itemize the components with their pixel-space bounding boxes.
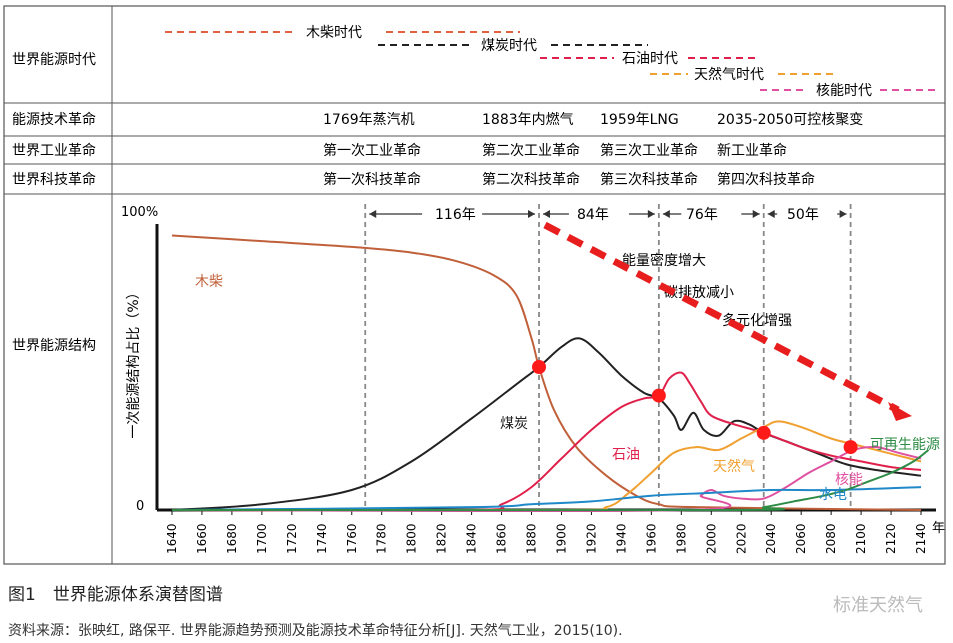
era-label-wood: 木柴时代 (306, 25, 362, 41)
arrowhead-left (369, 210, 377, 218)
tech-item-3: 1959年LNG (600, 112, 679, 128)
row-header-industry: 世界工业革命 (12, 142, 96, 159)
revolution-rows: 1769年蒸汽机 1883年内燃气 1959年LNG 2035-2050可控核聚… (323, 111, 863, 188)
row-header-eras: 世界能源时代 (12, 52, 96, 68)
series-label: 石油 (612, 447, 640, 463)
series-label: 天然气 (713, 458, 755, 475)
source-citation: 资料来源：张映红, 路保平. 世界能源趋势预测及能源技术革命特征分析[J]. 天… (8, 623, 623, 639)
x-tick-label: 1820 (435, 523, 449, 554)
series-line-水电 (171, 486, 922, 511)
arrowhead-right (647, 210, 655, 218)
science-item-4: 第四次科技革命 (717, 171, 815, 188)
tech-item-2: 1883年内燃气 (482, 111, 574, 128)
x-tick-label: 1880 (525, 523, 539, 554)
era-label-oil: 石油时代 (622, 51, 678, 67)
x-tick-label: 1940 (614, 523, 628, 554)
y-axis-label: 一次能源结构占比（%） (126, 285, 142, 438)
series-label: 煤炭 (500, 416, 528, 432)
tech-item-1: 1769年蒸汽机 (323, 112, 415, 128)
series-label: 水电 (819, 487, 847, 503)
x-tick-label: 1660 (195, 523, 209, 554)
x-tick-label: 2020 (734, 523, 748, 554)
interval-label-1: 116年 (435, 207, 476, 223)
x-tick-label: 1980 (674, 523, 688, 554)
x-tick-label: 1740 (315, 523, 329, 554)
table-border (3, 5, 946, 565)
science-item-2: 第二次科技革命 (482, 171, 580, 188)
era-label-gas: 天然气时代 (694, 66, 764, 83)
x-tick-label: 2040 (764, 523, 778, 554)
x-tick-label: 1960 (644, 523, 658, 554)
series-line-天然气 (171, 420, 922, 512)
arrowhead-left (662, 210, 670, 218)
arrowhead-right (752, 210, 760, 218)
x-tick-label: 2120 (884, 523, 898, 554)
x-tick-label: 1900 (554, 523, 568, 554)
y-tick-top: 100% (121, 205, 158, 220)
interval-label-4: 50年 (787, 207, 819, 223)
series-line-可再生能源 (171, 449, 930, 512)
x-axis-unit: 年 (932, 521, 945, 536)
series-label: 核能 (835, 472, 863, 488)
transition-point (532, 360, 547, 374)
x-tick-label: 2140 (914, 523, 928, 554)
era-label-nuclear: 核能时代 (816, 83, 872, 99)
science-item-1: 第一次科技革命 (323, 171, 421, 188)
interval-label-2: 84年 (577, 207, 609, 223)
industry-item-1: 第一次工业革命 (323, 142, 421, 159)
arrowhead-right (528, 210, 536, 218)
trend-text-1: 能量密度增大 (622, 252, 706, 269)
energy-structure-chart: 一次能源结构占比（%） 100% 0 年 116年 84年 76年 50年 能量… (121, 204, 945, 554)
x-tick-label: 2060 (794, 523, 808, 554)
y-tick-bottom: 0 (136, 499, 144, 514)
x-tick-label: 1920 (584, 523, 598, 554)
x-tick-label: 1640 (165, 523, 179, 554)
arrowhead-right (839, 210, 847, 218)
trend-text-2: 碳排放减小 (664, 285, 734, 301)
trend-arrowhead (888, 402, 912, 421)
science-item-3: 第三次科技革命 (600, 171, 698, 188)
transition-point (651, 388, 666, 403)
row-header-tech: 能源技术革命 (12, 111, 96, 128)
industry-item-4: 新工业革命 (717, 142, 787, 159)
x-tick-label: 2100 (854, 523, 868, 554)
x-tick-label: 1860 (495, 523, 509, 554)
arrowhead-left (767, 210, 775, 218)
x-tick-label: 1760 (345, 523, 359, 554)
figure-caption: 图1 世界能源体系演替图谱 (8, 585, 223, 605)
era-timeline: 木柴时代 煤炭时代 石油时代 天然气时代 核能时代 (165, 25, 936, 99)
x-tick-label: 1720 (285, 523, 299, 554)
x-tick-label: 1800 (405, 523, 419, 554)
x-tick-label: 1780 (375, 523, 389, 554)
trend-arrow (543, 221, 900, 414)
transition-point (843, 440, 858, 455)
x-tick-label: 2080 (824, 523, 838, 554)
interval-label-3: 76年 (686, 207, 718, 223)
x-tick-label: 1840 (465, 523, 479, 554)
series-label: 木柴 (195, 274, 223, 290)
series-line-石油 (171, 371, 922, 512)
arrowhead-left (543, 210, 551, 218)
series-line-木柴 (171, 234, 922, 511)
tech-item-4: 2035-2050可控核聚变 (717, 112, 863, 128)
industry-item-3: 第三次工业革命 (600, 142, 698, 159)
row-header-science: 世界科技革命 (12, 171, 96, 188)
x-tick-label: 1700 (255, 523, 269, 554)
watermark: 标准天然气 (833, 595, 923, 616)
x-tick-label: 1680 (225, 523, 239, 554)
row-header-structure: 世界能源结构 (12, 338, 96, 354)
era-label-coal: 煤炭时代 (481, 38, 537, 54)
transition-point (756, 425, 771, 440)
x-tick-label: 2000 (704, 523, 718, 554)
series-label: 可再生能源 (870, 437, 940, 453)
industry-item-2: 第二次工业革命 (482, 142, 580, 159)
